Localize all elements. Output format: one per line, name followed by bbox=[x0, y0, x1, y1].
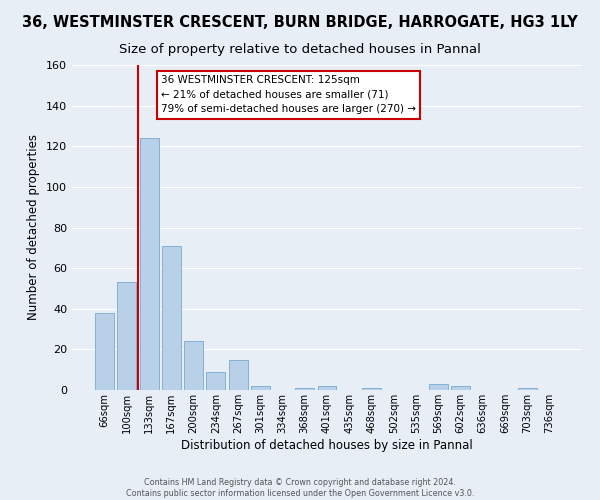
Bar bbox=[429, 384, 448, 390]
Bar bbox=[295, 388, 314, 390]
Text: 36 WESTMINSTER CRESCENT: 125sqm
← 21% of detached houses are smaller (71)
79% of: 36 WESTMINSTER CRESCENT: 125sqm ← 21% of… bbox=[161, 74, 416, 114]
Bar bbox=[184, 341, 203, 390]
Text: Size of property relative to detached houses in Pannal: Size of property relative to detached ho… bbox=[119, 42, 481, 56]
Bar bbox=[95, 313, 114, 390]
Text: Contains HM Land Registry data © Crown copyright and database right 2024.
Contai: Contains HM Land Registry data © Crown c… bbox=[126, 478, 474, 498]
Y-axis label: Number of detached properties: Number of detached properties bbox=[28, 134, 40, 320]
Bar bbox=[206, 372, 225, 390]
Bar bbox=[317, 386, 337, 390]
Text: 36, WESTMINSTER CRESCENT, BURN BRIDGE, HARROGATE, HG3 1LY: 36, WESTMINSTER CRESCENT, BURN BRIDGE, H… bbox=[22, 15, 578, 30]
Bar bbox=[362, 388, 381, 390]
Bar bbox=[162, 246, 181, 390]
Bar bbox=[140, 138, 158, 390]
Bar bbox=[118, 282, 136, 390]
Bar bbox=[251, 386, 270, 390]
Bar bbox=[451, 386, 470, 390]
Bar bbox=[229, 360, 248, 390]
Bar bbox=[518, 388, 536, 390]
X-axis label: Distribution of detached houses by size in Pannal: Distribution of detached houses by size … bbox=[181, 438, 473, 452]
